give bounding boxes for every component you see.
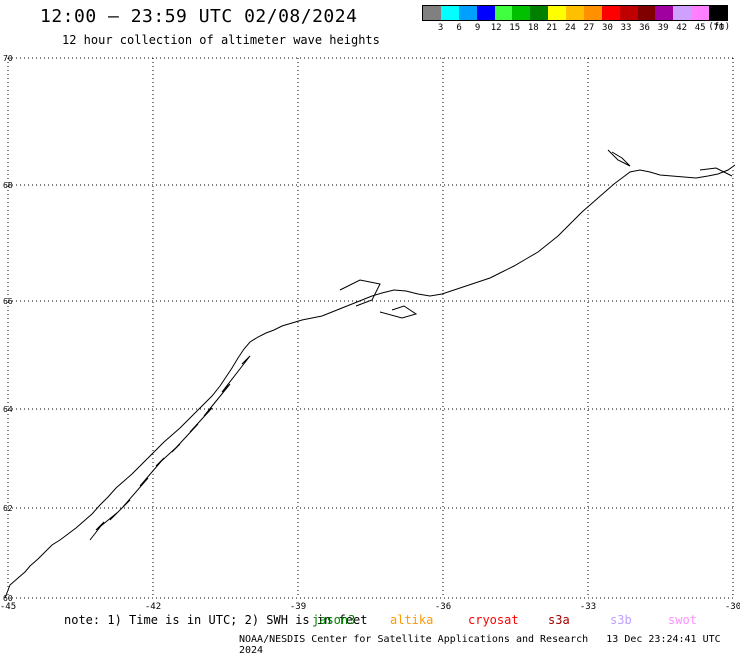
legend-swatch [619, 6, 638, 20]
legend-label: 70 [713, 23, 725, 33]
map-gridlines [7, 57, 734, 599]
legend-swatch [601, 6, 620, 20]
wave-height-legend: 3 6 9 12 15 18 21 24 27 30 33 36 39 42 45 70 (ft) [422, 5, 730, 35]
legend-label: 24 [564, 23, 576, 33]
latitude-label: 64 [3, 405, 13, 414]
legend-label: 33 [620, 23, 632, 33]
legend-label: 3 [437, 23, 444, 33]
latitude-label: 62 [3, 504, 13, 513]
map-title: 12:00 — 23:59 UTC 02/08/2024 [40, 6, 358, 27]
legend-swatch [673, 6, 692, 20]
legend-swatch [530, 6, 549, 20]
legend-swatch [440, 6, 459, 20]
longitude-label: -33 [580, 602, 596, 612]
map-subtitle: 12 hour collection of altimeter wave hei… [62, 33, 380, 47]
legend-label: 6 [456, 23, 462, 33]
legend-swatch [655, 6, 674, 20]
legend-label: 36 [639, 23, 650, 33]
legend-label: 42 [676, 23, 688, 33]
legend-swatch [512, 6, 531, 20]
legend-unit: (ft) [708, 22, 730, 32]
footer-note: note: 1) Time is in UTC; 2) SWH is in fe… [64, 613, 368, 627]
legend-label: 9 [474, 23, 481, 33]
legend-label: 27 [583, 23, 595, 33]
legend-swatch [583, 6, 602, 20]
latitude-label: 70 [3, 54, 13, 63]
latitude-label: 68 [3, 181, 13, 190]
legend-label: 45 [694, 23, 706, 33]
satellite-name: cryosat [468, 613, 519, 627]
legend-label: 30 [602, 23, 613, 33]
legend-swatch [476, 6, 495, 20]
legend-swatch [458, 6, 477, 20]
credit-text: NOAA/NESDIS Center for Satellite Applica… [239, 634, 589, 645]
coastline-fjords [89, 149, 733, 541]
satellite-name: s3b [610, 613, 632, 627]
longitude-label: -45 [0, 602, 16, 612]
longitude-label: -42 [145, 602, 161, 612]
legend-swatch [494, 6, 513, 20]
latitude-label: 60 [3, 594, 13, 603]
satellite-name: jason3 [312, 613, 356, 627]
legend-color-bar [422, 5, 728, 21]
legend-swatch [691, 6, 709, 20]
legend-label: 39 [657, 23, 669, 33]
legend-swatch [566, 6, 584, 20]
legend-label: 12 [490, 23, 502, 33]
longitude-label: -36 [435, 602, 451, 612]
longitude-label: -39 [290, 602, 306, 612]
satellite-name: swot [668, 613, 697, 627]
legend-swatch [423, 6, 441, 20]
footer-credit: NOAA/NESDIS Center for Satellite Applica… [239, 634, 740, 656]
satellite-name: s3a [548, 613, 570, 627]
legend-swatch [709, 6, 727, 20]
legend-label: 15 [509, 23, 521, 33]
longitude-label: -30 [725, 602, 740, 612]
legend-label: 18 [527, 23, 539, 33]
satellite-name: altika [390, 613, 434, 627]
greenland-coastline [4, 164, 736, 599]
latitude-label: 66 [3, 297, 13, 306]
legend-swatch [637, 6, 656, 20]
legend-swatch [548, 6, 566, 20]
legend-labels: 3 6 9 12 15 18 21 24 27 30 33 36 39 42 45 70 [422, 23, 728, 33]
legend-label: 21 [546, 23, 558, 33]
